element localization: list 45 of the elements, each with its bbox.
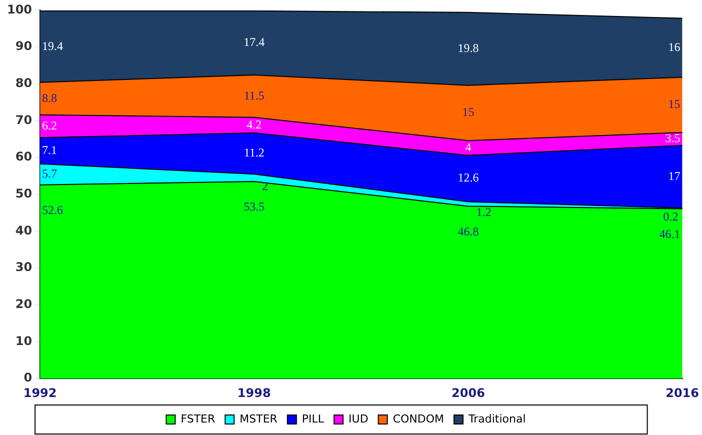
data-label: 5.7 [42,166,58,180]
x-tick-label: 1992 [23,386,57,400]
y-tick-label: 60 [15,150,32,164]
data-label: 7.1 [42,142,58,157]
legend-label: IUD [348,412,368,426]
data-label: 46.1 [659,226,680,241]
data-label: 0.2 [663,210,678,224]
y-tick-label: 30 [15,260,32,274]
legend-label: CONDOM [392,412,444,426]
y-tick-label: 20 [15,297,32,312]
legend-label: PILL [302,412,325,426]
data-label: 19.4 [42,38,64,53]
legend-label: Traditional [468,412,526,426]
data-label: 46.8 [458,224,479,238]
data-label: 3.5 [665,131,680,146]
legend-label: MSTER [240,412,278,426]
x-tick-label: 1998 [237,386,271,400]
x-tick-label: 2016 [666,386,700,400]
data-label: 4.2 [246,117,262,132]
x-tick-label: 2006 [452,386,485,400]
y-tick-label: 100 [6,2,32,16]
y-tick-label: 70 [15,112,32,127]
data-label: 6.2 [42,118,58,132]
y-tick-label: 50 [15,186,32,201]
legend-label: FSTER [180,412,216,426]
data-label: 16 [668,40,680,54]
data-label: 11.5 [244,88,264,102]
data-label: 11.2 [244,146,264,160]
data-label: 4 [465,140,472,154]
data-label: 17.4 [244,35,265,50]
data-label: 53.5 [244,200,265,214]
data-label: 2 [262,178,268,193]
y-tick-label: 40 [15,223,32,238]
data-label: 12.6 [458,170,479,185]
data-label: 1.2 [476,205,492,220]
data-label: 19.8 [458,41,479,56]
y-tick-label: 0 [24,370,32,385]
y-tick-label: 80 [15,76,32,90]
y-tick-label: 10 [15,334,32,348]
data-label: 15 [668,97,680,112]
data-label: 8.8 [42,90,58,105]
data-label: 17 [668,168,680,183]
y-tick-label: 90 [15,39,32,54]
data-label: 52.6 [42,202,64,217]
data-label: 15 [462,105,474,120]
